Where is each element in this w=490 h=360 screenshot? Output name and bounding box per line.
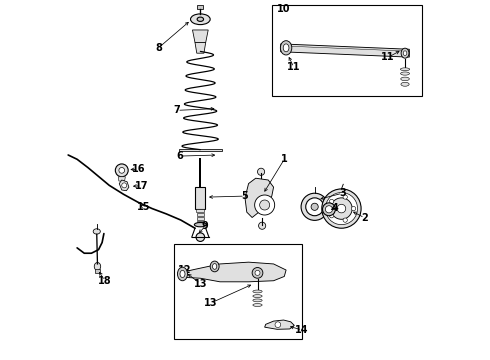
Ellipse shape [253,303,262,306]
Ellipse shape [213,264,217,269]
Text: 2: 2 [361,213,368,223]
Circle shape [322,203,335,216]
Bar [196,213,204,216]
Circle shape [322,189,361,228]
Bar [173,244,302,339]
Circle shape [255,195,275,215]
Ellipse shape [177,267,188,281]
Circle shape [329,213,334,218]
Circle shape [122,183,127,188]
Circle shape [275,322,281,328]
Ellipse shape [400,72,410,75]
Circle shape [337,204,346,213]
Ellipse shape [403,51,407,55]
Ellipse shape [280,41,292,55]
Text: 8: 8 [155,43,162,53]
Ellipse shape [94,262,100,270]
Text: 17: 17 [135,181,148,191]
Text: 15: 15 [136,202,150,212]
Ellipse shape [400,68,410,71]
Bar [197,221,204,224]
Text: 12: 12 [178,265,191,275]
Bar [197,5,203,9]
Circle shape [351,206,356,211]
Ellipse shape [253,290,262,293]
Bar [179,149,222,152]
Circle shape [260,200,270,210]
Polygon shape [195,42,206,53]
Circle shape [331,198,352,219]
Text: 1: 1 [281,154,288,164]
Circle shape [329,199,334,204]
Text: 16: 16 [132,164,146,174]
Ellipse shape [180,270,185,278]
Circle shape [311,203,318,210]
Text: 18: 18 [98,276,112,286]
Bar [95,269,100,273]
Text: 6: 6 [176,151,183,161]
Ellipse shape [283,44,289,52]
Circle shape [259,222,266,229]
Circle shape [306,198,323,216]
Polygon shape [281,44,409,57]
Circle shape [343,218,347,222]
Bar [196,209,204,212]
Ellipse shape [401,77,409,81]
Polygon shape [118,177,125,181]
Text: 11: 11 [287,63,301,72]
Ellipse shape [252,267,263,278]
Text: 13: 13 [194,279,207,289]
Polygon shape [179,262,286,282]
Bar [196,187,205,208]
Bar [272,5,422,96]
Ellipse shape [253,299,262,302]
Circle shape [119,167,124,173]
Ellipse shape [197,17,203,21]
Circle shape [115,164,128,177]
Polygon shape [119,180,129,191]
Circle shape [301,193,328,220]
Text: 11: 11 [381,53,394,63]
Text: 9: 9 [201,221,208,231]
Ellipse shape [401,82,409,86]
Circle shape [325,193,358,225]
Bar [197,217,204,220]
Text: 7: 7 [174,105,180,115]
Circle shape [343,195,347,199]
Ellipse shape [195,222,206,227]
Polygon shape [245,178,273,217]
Text: 4: 4 [332,203,339,212]
Text: 14: 14 [295,325,309,335]
Text: 3: 3 [339,188,346,198]
Text: 10: 10 [277,4,291,14]
Ellipse shape [253,295,262,297]
Text: 13: 13 [204,298,218,308]
Circle shape [258,168,265,175]
Ellipse shape [191,14,210,24]
Circle shape [196,233,205,242]
Polygon shape [193,30,208,42]
Ellipse shape [401,48,409,58]
Ellipse shape [255,270,260,275]
Text: 5: 5 [242,191,248,201]
Ellipse shape [210,261,219,272]
Ellipse shape [93,229,100,234]
Circle shape [325,206,333,213]
Polygon shape [265,320,294,329]
